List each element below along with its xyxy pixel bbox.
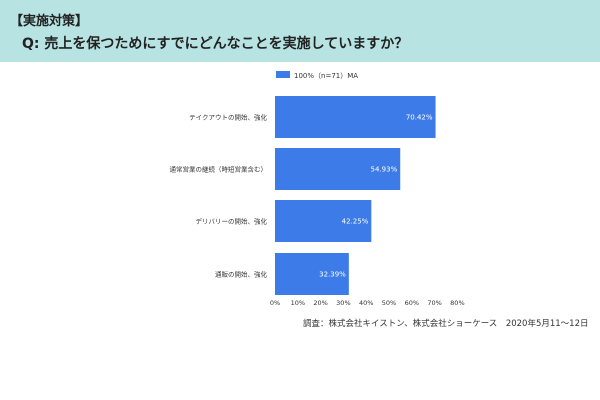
legend-label: 100%（n=71）MA — [294, 72, 358, 80]
bar — [275, 96, 436, 138]
category-label: 通常営業の継続（時短営業含む） — [170, 165, 268, 174]
section-tag: 【実施対策】 — [10, 14, 89, 29]
data-label: 32.39% — [319, 271, 346, 279]
data-label: 70.42% — [406, 114, 433, 122]
question-title: Q: 売上を保つためにすでにどんなことを実施していますか？ — [22, 36, 409, 52]
x-tick-label: 70% — [427, 299, 441, 307]
source-note: 調査：株式会社キイストン、株式会社ショーケース 2020年5月11〜12日 — [303, 319, 589, 329]
data-label: 54.93% — [371, 166, 398, 174]
header-banner: 【実施対策】 Q: 売上を保つためにすでにどんなことを実施していますか？ — [0, 0, 600, 62]
x-tick-label: 30% — [336, 299, 350, 307]
x-tick-label: 20% — [313, 299, 327, 307]
x-tick-label: 80% — [450, 299, 464, 307]
bar — [275, 200, 372, 242]
x-tick-label: 50% — [382, 299, 396, 307]
x-tick-label: 40% — [359, 299, 373, 307]
bar — [275, 253, 349, 295]
data-label: 42.25% — [342, 218, 369, 226]
category-label: 通販の開始、強化 — [215, 270, 268, 279]
category-label: デリバリーの開始、強化 — [196, 217, 268, 226]
category-label: テイクアウトの開始、強化 — [189, 113, 267, 122]
legend-swatch — [276, 71, 290, 78]
x-tick-label: 0% — [270, 299, 280, 307]
x-tick-label: 60% — [405, 299, 419, 307]
x-tick-label: 10% — [291, 299, 305, 307]
bar — [275, 148, 401, 190]
